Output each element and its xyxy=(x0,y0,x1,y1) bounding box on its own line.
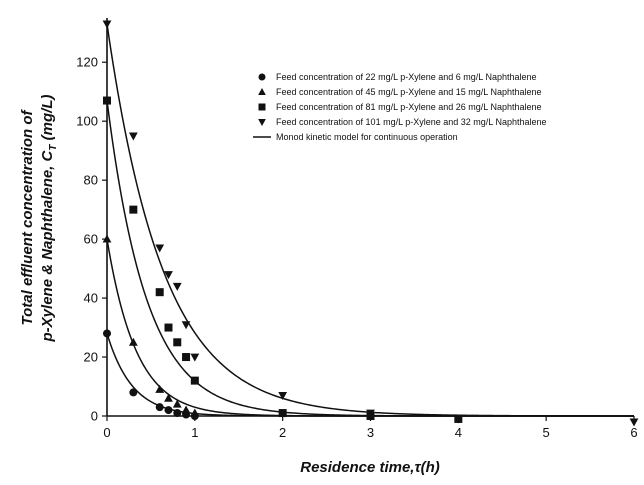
data-point-series-3 xyxy=(129,205,138,214)
x-tick-label: 5 xyxy=(543,425,550,440)
y-axis-title-subscript: T xyxy=(48,144,59,151)
data-point-series-3 xyxy=(173,338,182,347)
legend-marker-series-1 xyxy=(258,73,266,81)
x-axis-title: Residence time,τ(h) xyxy=(300,459,440,476)
data-point-series-4 xyxy=(164,271,173,280)
data-point-series-1 xyxy=(173,409,182,418)
data-point-series-4 xyxy=(366,409,375,418)
y-tick-label: 20 xyxy=(84,350,98,365)
data-point-series-3 xyxy=(164,323,173,332)
svg-text:Total effluent concentration o: Total effluent concentration of xyxy=(19,109,36,326)
data-point-series-2 xyxy=(102,234,112,243)
legend-marker-series-2 xyxy=(258,87,266,95)
y-tick-label: 100 xyxy=(76,114,98,129)
x-tick-label: 4 xyxy=(455,425,462,440)
legend: Feed concentration of 22 mg/L p-Xylene a… xyxy=(253,72,547,142)
data-point-series-3 xyxy=(182,353,191,362)
data-point-series-4 xyxy=(172,282,182,291)
data-point-series-2 xyxy=(190,408,200,417)
y-axis-title-line-1: Total effluent concentration of xyxy=(19,109,36,326)
data-point-series-2 xyxy=(155,384,165,393)
data-points xyxy=(102,20,639,427)
data-point-series-2 xyxy=(164,393,173,402)
data-point-series-1 xyxy=(103,329,111,338)
data-point-series-3 xyxy=(190,376,199,385)
data-point-series-2 xyxy=(181,405,191,414)
legend-marker-series-4 xyxy=(258,119,266,127)
legend-label-series-3: Feed concentration of 81 mg/L p-Xylene a… xyxy=(276,102,542,112)
legend-label-series-4: Feed concentration of 101 mg/L p-Xylene … xyxy=(276,117,547,127)
y-tick-label: 0 xyxy=(91,409,98,424)
data-point-series-3 xyxy=(103,96,111,105)
data-point-series-2 xyxy=(128,337,138,346)
data-point-series-1 xyxy=(155,403,164,412)
x-tick-label: 0 xyxy=(103,425,110,440)
y-axis-title-unit: (mg/L) xyxy=(39,95,56,145)
data-point-series-4 xyxy=(102,20,112,29)
x-tick-label: 2 xyxy=(279,425,286,440)
data-point-series-4 xyxy=(190,353,200,362)
x-tick-label: 6 xyxy=(630,425,637,440)
data-point-series-4 xyxy=(128,132,138,141)
y-tick-label: 80 xyxy=(84,173,98,188)
data-point-series-1 xyxy=(129,388,138,397)
legend-label-model: Monod kinetic model for continuous opera… xyxy=(276,132,458,142)
data-point-series-3 xyxy=(278,409,287,418)
model-curve-3 xyxy=(106,100,634,417)
data-point-series-4 xyxy=(181,321,191,330)
y-axis-title: Total effluent concentration of p-Xylene… xyxy=(19,95,59,343)
data-point-series-4 xyxy=(453,415,463,424)
y-axis-title-line-2: p-Xylene & Naphthalene, C xyxy=(39,149,56,342)
x-tick-label: 3 xyxy=(367,425,374,440)
y-tick-label: 60 xyxy=(84,232,98,247)
data-point-series-4 xyxy=(629,418,639,427)
legend-marker-series-3 xyxy=(258,103,266,111)
legend-label-series-1: Feed concentration of 22 mg/L p-Xylene a… xyxy=(276,72,537,82)
data-point-series-4 xyxy=(155,244,165,253)
y-tick-label: 40 xyxy=(84,291,98,306)
data-point-series-1 xyxy=(164,406,173,415)
data-point-series-4 xyxy=(278,391,288,400)
svg-text:p-Xylene & Naphthalene, CT (mg: p-Xylene & Naphthalene, CT (mg/L) xyxy=(39,95,59,343)
x-tick-label: 1 xyxy=(191,425,198,440)
legend-label-series-2: Feed concentration of 45 mg/L p-Xylene a… xyxy=(276,87,542,97)
data-point-series-3 xyxy=(155,288,164,297)
data-point-series-2 xyxy=(172,399,182,408)
y-tick-label: 120 xyxy=(76,55,98,70)
